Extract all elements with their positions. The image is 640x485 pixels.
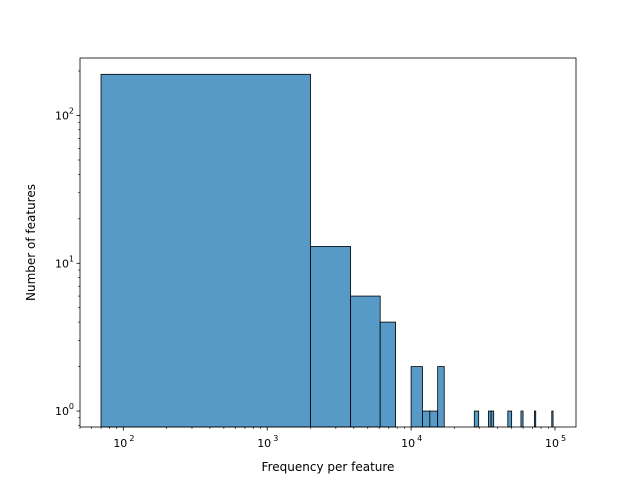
bars-group: [100, 73, 554, 428]
plot-frame: [79, 57, 577, 428]
y-tick-label: 10: [55, 405, 69, 418]
histogram-bar: [551, 410, 554, 428]
x-tick-label-exponent: 2: [129, 434, 134, 443]
histogram-bar: [429, 410, 439, 428]
x-tick-label: 10: [545, 437, 559, 450]
y-tick-label: 10: [55, 110, 69, 123]
y-tick-label-exponent: 0: [69, 402, 74, 411]
histogram-bar: [437, 366, 445, 428]
histogram-bar: [473, 410, 480, 428]
y-tick-label: 10: [55, 257, 69, 270]
histogram-bar: [310, 246, 352, 428]
y-tick-label-exponent: 1: [69, 254, 74, 263]
x-tick-label: 10: [401, 437, 415, 450]
y-axis-label: Number of features: [24, 184, 38, 301]
histogram-bar: [379, 321, 396, 428]
histogram-bar: [507, 410, 513, 428]
x-tick-label: 10: [113, 437, 127, 450]
x-tick-label-exponent: 5: [561, 434, 566, 443]
histogram-bar: [534, 410, 537, 428]
x-tick-label-exponent: 4: [417, 434, 422, 443]
histogram-bar: [350, 295, 381, 428]
x-tick-label: 10: [257, 437, 271, 450]
y-tick-label-exponent: 2: [69, 107, 74, 116]
histogram-bar: [410, 366, 423, 428]
histogram-bar: [490, 410, 495, 428]
histogram-bar: [100, 73, 311, 428]
histogram-bar: [422, 410, 431, 428]
histogram-bar: [520, 410, 524, 428]
x-tick-label-exponent: 3: [273, 434, 278, 443]
x-axis-label: Frequency per feature: [262, 460, 395, 474]
